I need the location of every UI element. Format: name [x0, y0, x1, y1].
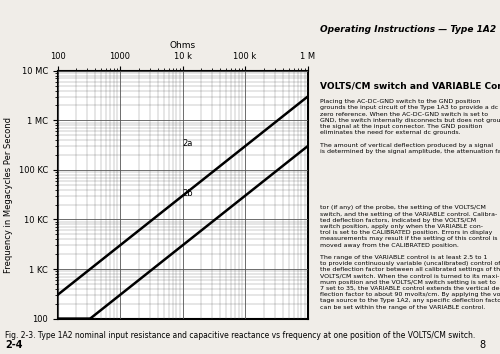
X-axis label: Ohms: Ohms: [170, 41, 196, 50]
Text: 8: 8: [479, 341, 485, 350]
Y-axis label: Frequency in Megacycles Per Second: Frequency in Megacycles Per Second: [4, 117, 13, 273]
Text: 2-4: 2-4: [5, 341, 22, 350]
Text: Fig. 2-3. Type 1A2 nominal input resistance and capacitive reactance vs frequenc: Fig. 2-3. Type 1A2 nominal input resista…: [5, 331, 475, 340]
Text: Placing the AC-DC-GND switch to the GND position
grounds the input circuit of th: Placing the AC-DC-GND switch to the GND …: [320, 99, 500, 154]
Text: 2a: 2a: [182, 139, 193, 148]
Text: tor (if any) of the probe, the setting of the VOLTS/CM
switch, and the setting o: tor (if any) of the probe, the setting o…: [320, 205, 500, 309]
Text: 2b: 2b: [182, 189, 193, 198]
Text: Operating Instructions — Type 1A2: Operating Instructions — Type 1A2: [320, 25, 496, 34]
Text: VOLTS/CM switch and VARIABLE Control: VOLTS/CM switch and VARIABLE Control: [320, 81, 500, 90]
